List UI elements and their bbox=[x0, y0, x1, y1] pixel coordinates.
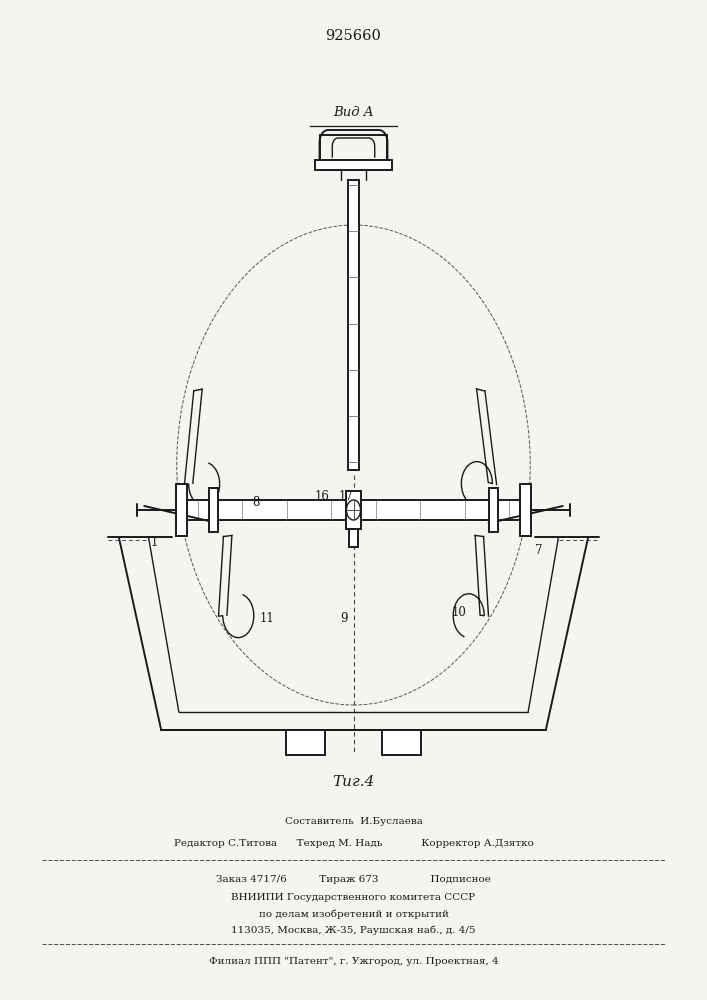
Text: 9: 9 bbox=[341, 611, 348, 624]
Bar bbox=[286, 730, 325, 755]
Text: 11: 11 bbox=[260, 611, 274, 624]
Circle shape bbox=[346, 500, 361, 520]
Text: 10: 10 bbox=[452, 605, 467, 618]
Bar bbox=[176, 484, 187, 536]
Bar bbox=[209, 488, 218, 532]
Text: Филиал ППП "Патент", г. Ужгород, ул. Проектная, 4: Филиал ППП "Патент", г. Ужгород, ул. Про… bbox=[209, 958, 498, 966]
Bar bbox=[382, 730, 421, 755]
Text: Редактор С.Титова      Техред М. Надь            Корректор А.Дзятко: Редактор С.Титова Техред М. Надь Коррект… bbox=[173, 840, 534, 848]
Text: по делам изобретений и открытий: по делам изобретений и открытий bbox=[259, 909, 448, 919]
Bar bbox=[187, 500, 520, 520]
Text: 113035, Москва, Ж-35, Раушская наб., д. 4/5: 113035, Москва, Ж-35, Раушская наб., д. … bbox=[231, 925, 476, 935]
Text: ВНИИПИ Государственного комитета СССР: ВНИИПИ Государственного комитета СССР bbox=[231, 894, 476, 902]
Text: Составитель  И.Буслаева: Составитель И.Буслаева bbox=[284, 818, 423, 826]
Bar bbox=[349, 529, 358, 547]
Bar bbox=[346, 491, 361, 529]
Bar bbox=[489, 488, 498, 532]
Text: 1: 1 bbox=[151, 536, 158, 548]
Text: 8: 8 bbox=[252, 495, 259, 508]
Bar bbox=[315, 160, 392, 170]
Text: 7: 7 bbox=[535, 544, 542, 556]
Text: 17: 17 bbox=[339, 490, 354, 504]
Bar bbox=[348, 180, 359, 470]
Text: 925660: 925660 bbox=[325, 29, 382, 43]
Text: Вид A: Вид A bbox=[333, 105, 374, 118]
Text: 16: 16 bbox=[315, 490, 330, 504]
Bar bbox=[520, 484, 531, 536]
Text: Заказ 4717/6          Тираж 673                Подписное: Заказ 4717/6 Тираж 673 Подписное bbox=[216, 876, 491, 884]
Text: Τиг.4: Τиг.4 bbox=[332, 775, 375, 789]
